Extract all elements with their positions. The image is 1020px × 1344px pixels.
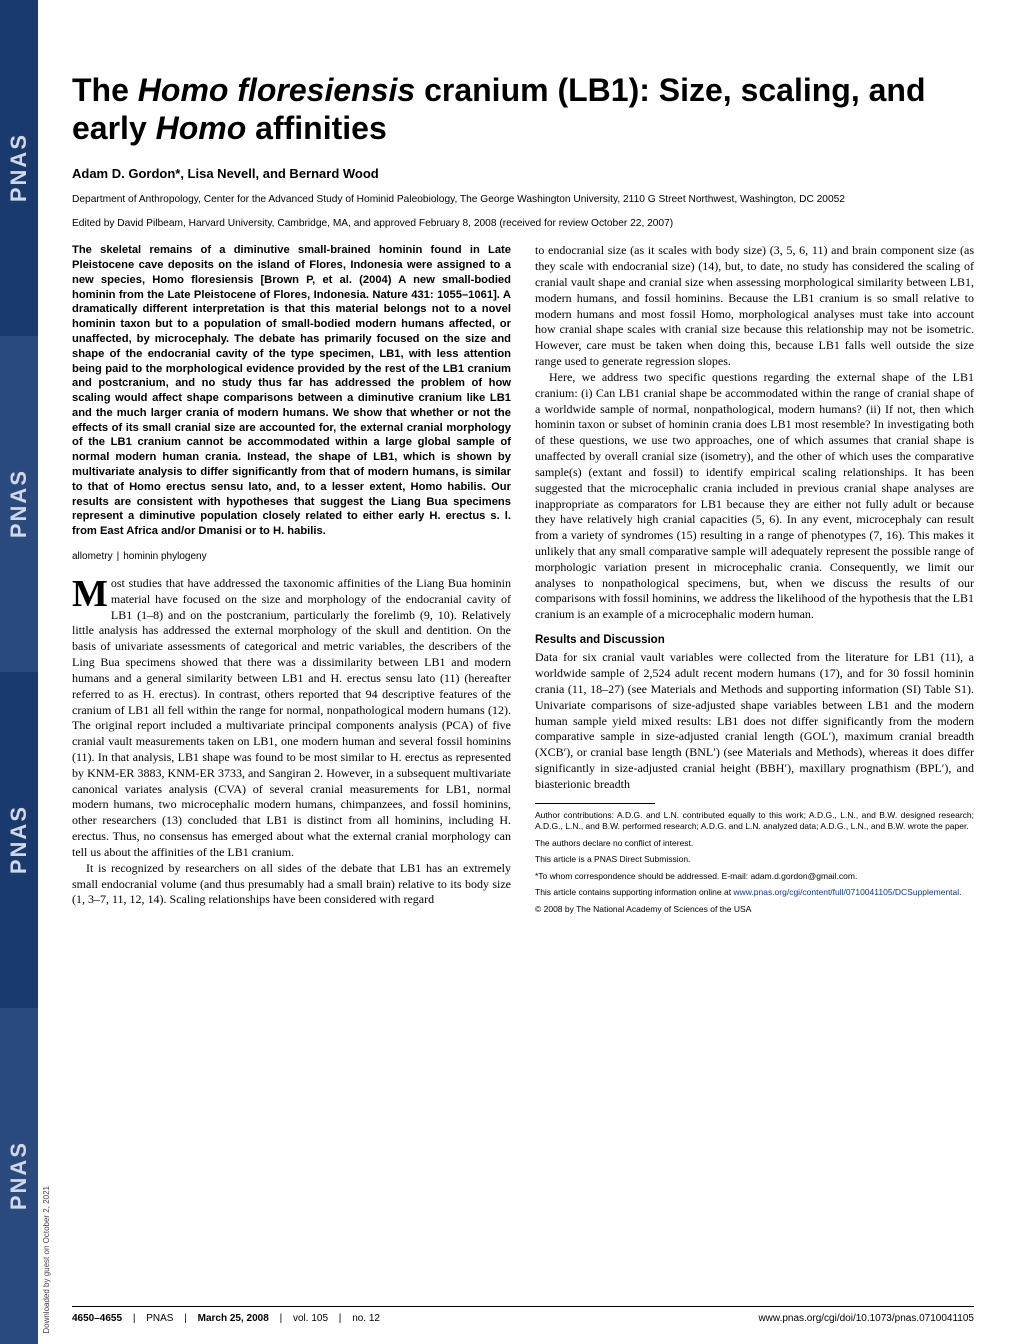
title-italic: Homo floresiensis [138,72,415,108]
title-italic: Homo [156,110,247,146]
footer-no: no. 12 [352,1313,380,1324]
paragraph: to endocranial size (as it scales with b… [535,243,974,370]
footer-pages: 4650–4655 [72,1313,122,1324]
right-column: to endocranial size (as it scales with b… [535,243,974,920]
footnote-text: This article contains supporting informa… [535,887,733,897]
keyword: hominin phylogeny [123,551,206,562]
footer-doi: www.pnas.org/cgi/doi/10.1073/pnas.071004… [758,1313,974,1324]
body-text: to endocranial size (as it scales with b… [535,243,974,793]
affiliation: Department of Anthropology, Center for t… [72,193,974,207]
keyword-separator: | [117,551,120,562]
dropcap: M [72,576,111,610]
footnote-coi: The authors declare no conflict of inter… [535,838,974,849]
keywords: allometry |hominin phylogeny [72,551,511,562]
paragraph: It is recognized by researchers on all s… [72,861,511,908]
paragraph: Here, we address two specific questions … [535,370,974,623]
two-column-layout: The skeletal remains of a diminutive sma… [72,243,974,920]
download-note: Downloaded by guest on October 2, 2021 [42,1186,51,1334]
paragraph: Data for six cranial vault variables wer… [535,650,974,792]
footnote-copyright: © 2008 by The National Academy of Scienc… [535,904,974,915]
footnote-text: . [959,887,961,897]
journal-sidebar: PNAS PNAS PNAS PNAS [0,0,38,1344]
article-title: The Homo floresiensis cranium (LB1): Siz… [72,72,974,148]
edited-by: Edited by David Pilbeam, Harvard Univers… [72,218,974,233]
footnote-correspondence: *To whom correspondence should be addres… [535,871,974,882]
page-content: The Homo floresiensis cranium (LB1): Siz… [72,72,974,920]
footer-left: 4650–4655 | PNAS | March 25, 2008 | vol.… [72,1313,380,1324]
footer-date: March 25, 2008 [198,1313,269,1324]
footnote-si: This article contains supporting informa… [535,887,974,898]
pnas-label: PNAS [6,805,32,874]
title-text: affinities [246,110,386,146]
section-heading: Results and Discussion [535,633,974,648]
keyword: allometry [72,551,113,562]
title-text: The [72,72,138,108]
si-link[interactable]: www.pnas.org/cgi/content/full/0710041105… [733,887,959,897]
body-text: Most studies that have addressed the tax… [72,576,511,908]
footnote-rule [535,803,655,804]
page-footer: 4650–4655 | PNAS | March 25, 2008 | vol.… [72,1306,974,1324]
footer-journal: PNAS [146,1313,173,1324]
pnas-label: PNAS [6,1141,32,1210]
author-list: Adam D. Gordon*, Lisa Nevell, and Bernar… [72,166,974,181]
pnas-label: PNAS [6,469,32,538]
footer-vol: vol. 105 [293,1313,328,1324]
footnote-direct-submission: This article is a PNAS Direct Submission… [535,854,974,865]
pnas-label: PNAS [6,133,32,202]
paragraph: ost studies that have addressed the taxo… [72,576,511,859]
left-column: The skeletal remains of a diminutive sma… [72,243,511,920]
footnote-contributions: Author contributions: A.D.G. and L.N. co… [535,810,974,833]
abstract: The skeletal remains of a diminutive sma… [72,243,511,539]
